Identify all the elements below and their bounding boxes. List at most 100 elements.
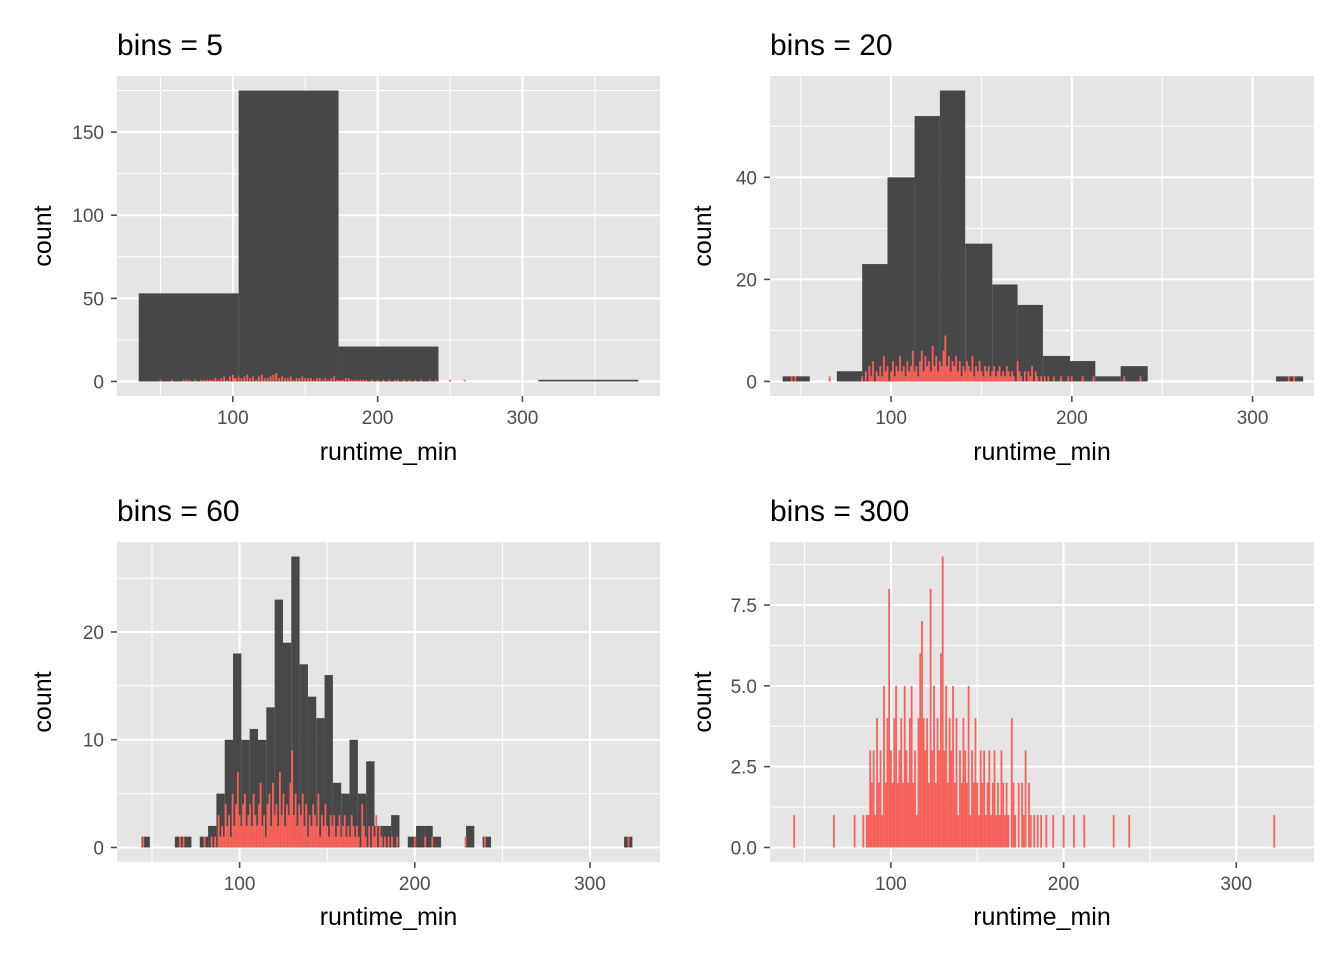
overlay-bar <box>188 379 191 382</box>
histogram-bar <box>416 825 425 848</box>
overlay-bar <box>359 379 362 382</box>
overlay-bar <box>913 371 916 382</box>
histogram-bar <box>407 836 417 848</box>
overlay-bar <box>295 378 298 382</box>
overlay-bar <box>237 376 240 382</box>
panel-title: bins = 300 <box>770 495 909 528</box>
overlay-bar <box>449 379 451 382</box>
histogram-bar <box>238 90 339 382</box>
y-axis-title: count <box>689 671 717 732</box>
overlay-bar <box>874 815 877 848</box>
panel-bins-300: 100 200 300 0.0 2.5 5.0 7.5 bins = 300 runtime… <box>689 495 1314 931</box>
overlay-bar <box>375 815 378 848</box>
overlay-bar <box>200 379 202 382</box>
overlay-bar <box>952 685 954 848</box>
histogram-bar <box>466 825 475 848</box>
overlay-bar <box>329 815 332 848</box>
tick-labels: 100 200 300 0.0 2.5 5.0 7.5 <box>731 596 1253 895</box>
histogram-bar <box>374 825 383 848</box>
overlay-bar <box>1112 815 1115 848</box>
overlay-bar <box>284 825 287 848</box>
overlay-bar <box>238 815 241 848</box>
overlay-bar <box>159 379 162 382</box>
overlay-bar <box>1007 815 1010 848</box>
overlay-bar <box>256 825 259 848</box>
overlay-bar <box>364 836 367 848</box>
overlay-bar <box>869 750 872 848</box>
overlay-bar <box>1022 815 1025 848</box>
histogram-bar <box>282 642 292 848</box>
overlay-bar <box>917 376 920 382</box>
overlay-bar <box>872 750 875 848</box>
overlay-bar <box>972 782 975 848</box>
overlay-bar <box>907 782 910 848</box>
overlay-bar <box>893 376 896 382</box>
runtime-overlay-bars <box>793 556 1276 848</box>
y-tick-label: 7.5 <box>731 596 757 617</box>
overlay-bar <box>284 378 286 382</box>
x-tick-label: 300 <box>1237 408 1269 429</box>
overlay-bar <box>985 371 988 382</box>
overlay-bar <box>958 361 961 382</box>
overlay-bar <box>327 379 330 382</box>
overlay-bar <box>931 750 934 848</box>
overlay-bar <box>259 782 262 848</box>
overlay-bar <box>953 782 956 848</box>
overlay-bar <box>906 361 909 382</box>
overlay-bar <box>888 588 891 848</box>
overlay-bar <box>1007 371 1010 382</box>
overlay-bar <box>243 793 246 848</box>
x-tick-label: 300 <box>1220 874 1252 895</box>
overlay-bar <box>893 718 896 848</box>
histogram-bar <box>424 825 433 848</box>
overlay-bar <box>333 376 336 382</box>
overlay-bar <box>890 371 892 382</box>
overlay-bar <box>853 815 856 848</box>
overlay-bar <box>1040 376 1042 382</box>
overlay-bar <box>1060 376 1062 382</box>
overlay-bar <box>1034 371 1037 382</box>
overlay-bar <box>179 836 181 848</box>
overlay-bar <box>793 815 796 848</box>
overlay-bar <box>368 825 371 848</box>
overlay-bar <box>463 379 466 382</box>
overlay-bar <box>361 804 364 848</box>
tick-labels: 100 200 300 0 10 20 <box>83 623 606 895</box>
overlay-bar <box>967 685 970 848</box>
overlay-bar <box>233 825 236 848</box>
overlay-bar <box>964 750 967 848</box>
overlay-bar <box>870 782 873 848</box>
overlay-bar <box>993 750 996 848</box>
overlay-bar <box>926 366 929 382</box>
overlay-bar <box>281 376 283 382</box>
overlay-bar <box>933 366 936 382</box>
overlay-bar <box>898 750 901 848</box>
overlay-bar <box>911 350 914 382</box>
overlay-bar <box>942 350 945 382</box>
panel-bins-20: 100 200 300 0 20 40 bins = 20 runtime_min cou… <box>689 29 1314 466</box>
overlay-bar <box>236 772 239 848</box>
overlay-bar <box>973 376 976 382</box>
overlay-bar <box>1092 376 1095 382</box>
overlay-bar <box>882 355 885 382</box>
overlay-bar <box>300 815 302 848</box>
overlay-bar <box>938 750 941 848</box>
overlay-bar <box>271 782 274 848</box>
overlay-bar <box>895 685 897 848</box>
overlay-bar <box>1128 815 1131 848</box>
overlay-bar <box>324 804 327 848</box>
overlay-bar <box>378 825 381 848</box>
histogram-bar <box>887 177 915 382</box>
overlay-bar <box>1040 815 1043 848</box>
overlay-bar <box>965 782 968 848</box>
gridlines <box>117 542 660 862</box>
panel-title: bins = 5 <box>117 29 223 62</box>
overlay-bar <box>296 825 299 848</box>
overlay-bar <box>314 815 316 848</box>
overlay-bar <box>354 836 357 848</box>
overlay-bar <box>220 378 223 382</box>
overlay-bar <box>342 825 344 848</box>
overlay-bar <box>915 815 918 848</box>
overlay-bar <box>960 782 963 848</box>
overlay-bar <box>1005 782 1008 848</box>
